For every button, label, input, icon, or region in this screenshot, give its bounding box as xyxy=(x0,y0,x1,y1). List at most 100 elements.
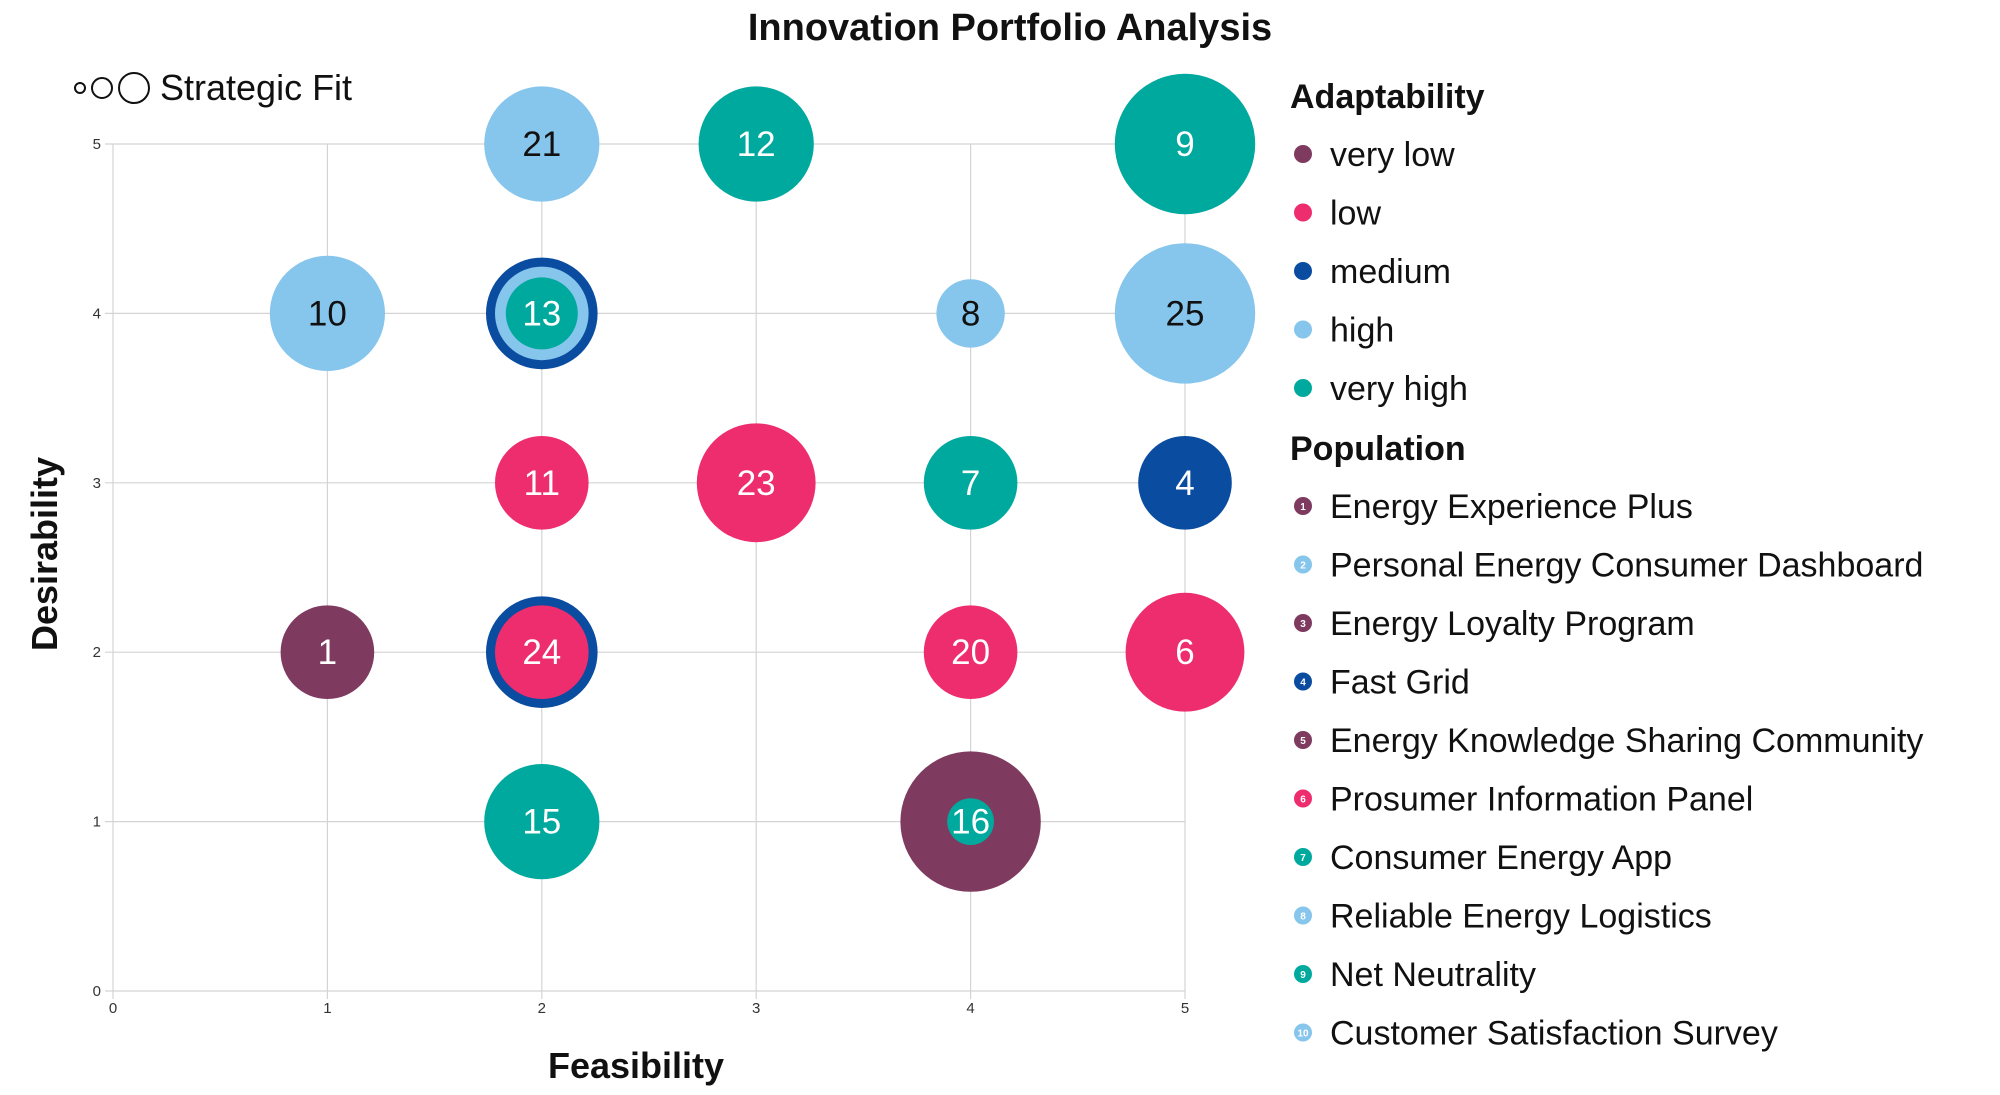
bubble-16 xyxy=(947,798,994,845)
legend-adaptability-label: high xyxy=(1330,312,1394,350)
bubble-24 xyxy=(495,605,589,699)
bubble-label-1: 1 xyxy=(318,633,337,672)
legend: Adaptability very low low medium high very h… xyxy=(1290,78,1923,1053)
bubble-label-11: 11 xyxy=(524,464,560,503)
legend-population-label: Net Neutrality xyxy=(1330,956,1536,994)
size-legend-label: Strategic Fit xyxy=(160,67,352,108)
bubble-label-25: 25 xyxy=(1166,294,1205,333)
x-tick-label: 3 xyxy=(752,1000,760,1017)
legend-population-label: Fast Grid xyxy=(1330,664,1470,702)
bubble-label-15: 15 xyxy=(522,803,561,842)
bubble-label-6: 6 xyxy=(1175,633,1194,672)
bubble-7 xyxy=(923,436,1018,530)
bubble-15 xyxy=(484,764,600,880)
legend-population-number: 6 xyxy=(1300,795,1306,806)
bubble-23 xyxy=(696,423,816,543)
bubbles: 21 12 9 10 13 8 25 11 23 7 4 1 24 20 6 15 16 xyxy=(269,73,1256,892)
bubble-label-24: 24 xyxy=(522,633,561,672)
legend-population-marker xyxy=(1294,848,1312,866)
legend-adaptability-label: very low xyxy=(1330,136,1455,174)
x-axis-title: Feasibility xyxy=(548,1045,724,1086)
legend-population-number: 7 xyxy=(1300,853,1306,864)
legend-adaptability-marker xyxy=(1294,379,1312,397)
x-tick-label: 5 xyxy=(1181,1000,1189,1017)
size-legend: Strategic Fit xyxy=(74,67,352,108)
legend-population-number: 3 xyxy=(1300,619,1306,630)
legend-population-number: 9 xyxy=(1300,970,1306,981)
bubble-label-7: 7 xyxy=(961,464,980,503)
legend-adaptability-marker xyxy=(1294,145,1312,163)
y-tick-label: 4 xyxy=(93,305,101,322)
bubble-6 xyxy=(1125,592,1245,712)
bubble-20 xyxy=(923,605,1018,699)
legend-population-label: Energy Loyalty Program xyxy=(1330,605,1695,643)
bubble-12 xyxy=(698,86,814,202)
x-tick-label: 0 xyxy=(109,1000,117,1017)
bubble-label-4: 4 xyxy=(1175,464,1194,503)
legend-population-number: 2 xyxy=(1300,561,1306,572)
bubble-label-13: 13 xyxy=(522,294,561,333)
legend-population-label: Energy Knowledge Sharing Community xyxy=(1330,722,1923,760)
legend-population-marker xyxy=(1294,731,1312,749)
legend-population-label: Customer Satisfaction Survey xyxy=(1330,1015,1778,1053)
x-tick-label: 2 xyxy=(538,1000,546,1017)
bubble-label-16: 16 xyxy=(951,803,990,842)
size-legend-small-circle xyxy=(74,82,86,94)
bubble-1 xyxy=(280,605,375,699)
legend-adaptability-title: Adaptability xyxy=(1290,78,1485,116)
legend-population-label: Energy Experience Plus xyxy=(1330,488,1693,526)
legend-adaptability-label: low xyxy=(1330,195,1381,233)
y-tick-label: 3 xyxy=(93,475,101,492)
bubble-label-9: 9 xyxy=(1175,125,1194,164)
legend-population-number: 10 xyxy=(1297,1029,1309,1040)
legend-population-title: Population xyxy=(1290,430,1466,468)
legend-population-label: Prosumer Information Panel xyxy=(1330,781,1753,819)
chart-title: Innovation Portfolio Analysis xyxy=(748,7,1272,49)
legend-population-marker xyxy=(1294,789,1312,808)
bubble-label-23: 23 xyxy=(737,464,776,503)
legend-adaptability-marker xyxy=(1294,262,1312,280)
bubble-label-12: 12 xyxy=(737,125,776,164)
legend-population-label: Reliable Energy Logistics xyxy=(1330,898,1712,936)
legend-adaptability-marker xyxy=(1294,203,1312,222)
size-legend-medium-circle xyxy=(91,77,113,99)
legend-population-marker xyxy=(1294,1023,1312,1042)
bubble-13 xyxy=(505,277,578,350)
legend-population-number: 4 xyxy=(1300,678,1306,689)
legend-adaptability-label: medium xyxy=(1330,253,1451,291)
y-tick-label: 5 xyxy=(93,136,101,153)
legend-population-marker xyxy=(1294,555,1312,574)
x-tick-label: 4 xyxy=(966,1000,974,1017)
legend-population-marker xyxy=(1294,906,1312,925)
bubble-25 xyxy=(1114,243,1256,384)
legend-population-items: 1 Energy Experience Plus 2 Personal Energy … xyxy=(1294,488,1923,1053)
grid xyxy=(105,143,1186,999)
legend-adaptability-label: very high xyxy=(1330,370,1468,408)
bubble-9 xyxy=(1114,73,1256,215)
x-tick-label: 1 xyxy=(323,1000,331,1017)
bubble-label-10: 10 xyxy=(308,294,347,333)
bubble-label-8: 8 xyxy=(961,294,980,333)
legend-population-number: 8 xyxy=(1300,912,1306,923)
legend-population-label: Consumer Energy App xyxy=(1330,839,1672,877)
legend-population-number: 1 xyxy=(1300,502,1306,513)
y-tick-label: 0 xyxy=(93,983,101,1000)
bubble-10 xyxy=(269,255,385,371)
y-tick-label: 2 xyxy=(93,644,101,661)
legend-population-marker xyxy=(1294,965,1312,983)
legend-population-marker xyxy=(1294,672,1312,691)
y-axis-title: Desirability xyxy=(24,457,65,651)
legend-population-number: 5 xyxy=(1300,736,1306,747)
size-legend-large-circle xyxy=(118,72,150,104)
bubble-11 xyxy=(495,436,589,530)
y-tick-label: 1 xyxy=(93,814,101,831)
bubble-8 xyxy=(936,279,1005,348)
legend-population-marker xyxy=(1294,614,1312,632)
legend-population-label: Personal Energy Consumer Dashboard xyxy=(1330,547,1923,585)
legend-adaptability-marker xyxy=(1294,320,1312,339)
legend-population-marker xyxy=(1294,497,1312,515)
bubble-label-21: 21 xyxy=(522,125,561,164)
bubble-4 xyxy=(1138,436,1232,530)
